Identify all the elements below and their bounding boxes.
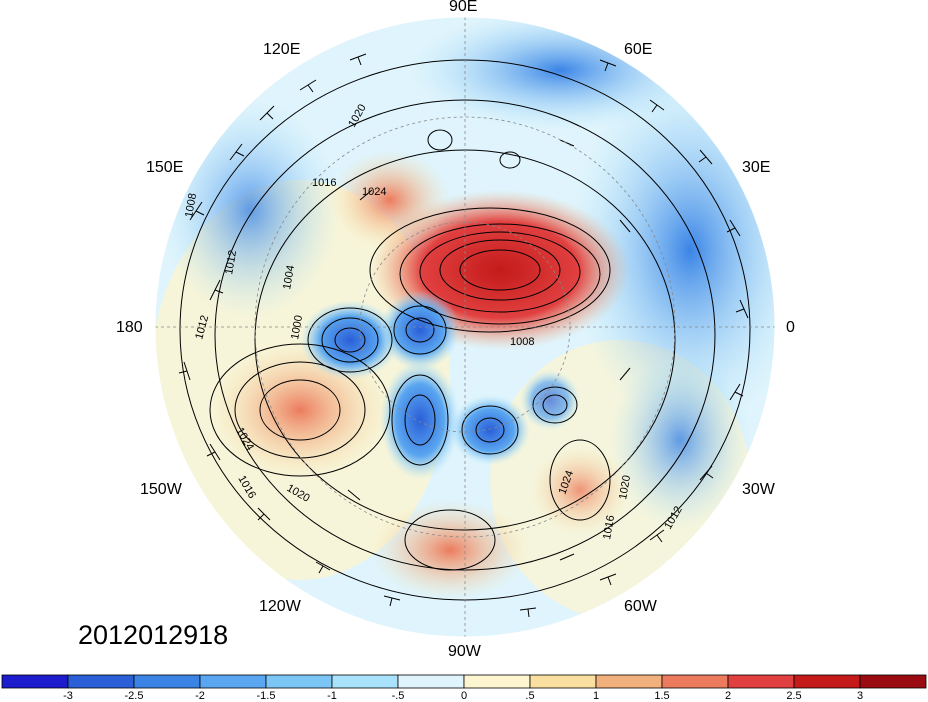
wind-barbs	[178, 53, 749, 618]
colorbar-tick-label: -2	[195, 690, 205, 702]
colorbar-swatch	[133, 674, 201, 689]
longitude-label-120e: 120E	[263, 41, 301, 58]
contour-label: 1016	[601, 514, 617, 540]
colorbar-tick-label: 2	[724, 690, 732, 702]
colorbar-tick-label: -2.5	[124, 690, 144, 702]
colorbar-swatch	[265, 674, 333, 689]
longitude-label-90e: 90E	[449, 0, 478, 15]
colorbar-tick-label: 0	[460, 690, 468, 702]
longitude-label-60w: 60W	[624, 598, 657, 615]
graticule	[155, 17, 775, 637]
colorbar-tick-label: 1.5	[654, 690, 670, 702]
colorbar-swatch	[529, 674, 597, 689]
colorbar-swatch	[199, 674, 267, 689]
colorbar-swatch	[859, 674, 927, 689]
longitude-label-150e: 150E	[146, 159, 184, 176]
colorbar-swatch	[331, 674, 399, 689]
colorbar-swatch	[67, 674, 135, 689]
longitude-label-30w: 30W	[742, 481, 775, 498]
contour-label: 1000	[289, 314, 305, 340]
colorbar-tick-label: -.5	[391, 690, 405, 702]
contour-label: 1008	[183, 192, 199, 218]
colorbar-tick-label: .5	[525, 690, 535, 702]
colorbar-swatch	[661, 674, 729, 689]
colorbar-tick-label: 1	[592, 690, 600, 702]
contour-label: 1016	[312, 177, 336, 189]
contour-label: 1012	[223, 249, 239, 275]
colorbar-swatch	[595, 674, 663, 689]
contour-label: 1004	[281, 264, 297, 290]
contour-label: 1024	[362, 186, 386, 198]
contour-label: 1008	[510, 336, 534, 348]
map-boundary	[154, 16, 776, 638]
longitude-label-30e: 30E	[742, 159, 771, 176]
colorbar-tick-label: 3	[856, 690, 864, 702]
longitude-label-180: 180	[116, 319, 143, 336]
colorbar-tick-label: -3	[63, 690, 73, 702]
colorbar-swatch	[463, 674, 531, 689]
colorbar	[1, 674, 927, 689]
longitude-label-0: 0	[786, 319, 795, 336]
colorbar-swatch	[397, 674, 465, 689]
colorbar-swatch	[793, 674, 861, 689]
contour-label: 1020	[617, 474, 633, 500]
colorbar-tick-label: 2.5	[786, 690, 802, 702]
colorbar-tick-label: -1	[327, 690, 337, 702]
colorbar-tick-label: -1.5	[256, 690, 276, 702]
longitude-label-120w: 120W	[259, 598, 301, 615]
longitude-label-60e: 60E	[624, 41, 653, 58]
timestamp-label: 2012012918	[78, 620, 229, 650]
colorbar-swatch	[1, 674, 69, 689]
longitude-label-150w: 150W	[140, 481, 182, 498]
colorbar-swatch	[727, 674, 795, 689]
longitude-label-90w: 90W	[448, 643, 481, 660]
